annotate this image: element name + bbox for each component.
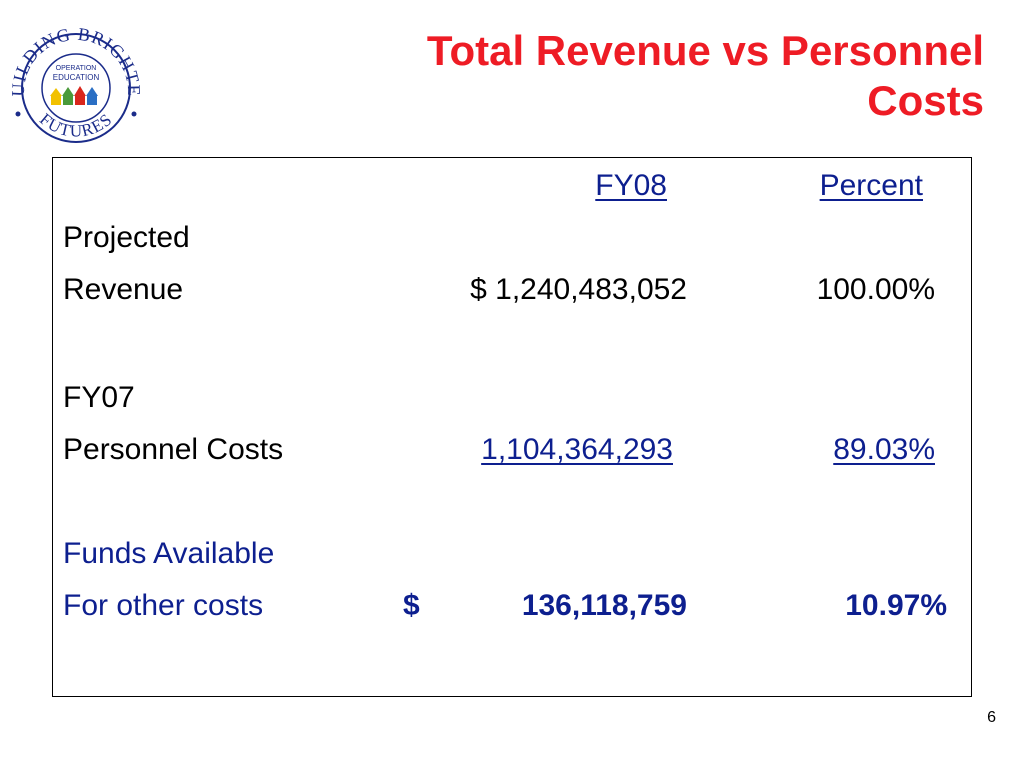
page-title-line1: Total Revenue vs Personnel: [426, 27, 984, 74]
page-number: 6: [987, 709, 996, 726]
header-percent: Percent: [819, 169, 923, 202]
row-funds-currency: $: [403, 589, 420, 622]
row-revenue-percent: 100.00%: [816, 273, 935, 306]
row-personnel-percent: 89.03%: [833, 433, 935, 466]
row-revenue-label2: Revenue: [63, 273, 184, 306]
row-funds-percent: 10.97%: [845, 589, 947, 622]
page-title-line2: Costs: [867, 77, 984, 124]
row-revenue-label1: Projected: [63, 221, 190, 254]
logo-emblem-icon: BUILDING BRIGHTER FUTURES OPERATION EDUC…: [4, 4, 143, 143]
revenue-table: FY08 Percent Projected Revenue $ 1,240,4…: [52, 157, 972, 697]
logo-center-line2: EDUCATION: [53, 73, 100, 82]
row-personnel-amount: 1,104,364,293: [481, 433, 673, 466]
building-brighter-futures-logo: BUILDING BRIGHTER FUTURES OPERATION EDUC…: [4, 4, 144, 154]
row-personnel-label1: FY07: [63, 381, 135, 414]
row-funds-amount: 136,118,759: [521, 589, 687, 622]
header-fy08: FY08: [595, 169, 667, 202]
logo-center-line1: OPERATION: [56, 65, 97, 72]
row-personnel-label2: Personnel Costs: [63, 433, 284, 466]
row-funds-label2: For other costs: [63, 589, 264, 622]
logo-houses-icon: [50, 86, 98, 105]
row-funds-label1: Funds Available: [63, 537, 275, 570]
row-revenue-amount: $ 1,240,483,052: [470, 273, 687, 306]
page-title: Total Revenue vs Personnel Costs: [224, 26, 984, 126]
